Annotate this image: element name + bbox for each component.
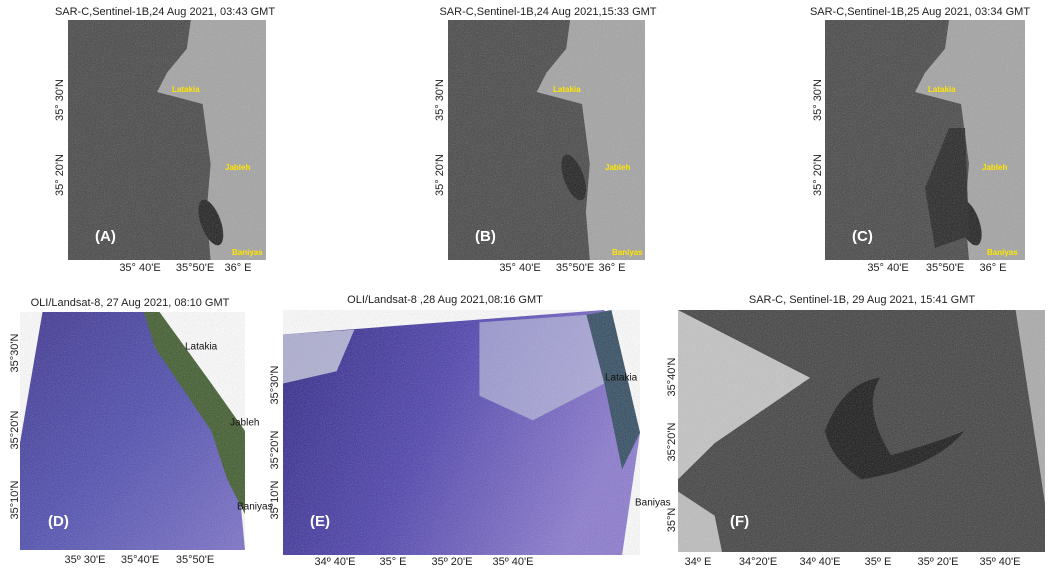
y-tick-label: 35° 30'N	[812, 79, 824, 121]
panel-label: (F)	[730, 513, 749, 530]
x-tick-label: 35°50'E	[176, 262, 214, 274]
x-tick-label: 35° 40'E	[119, 262, 160, 274]
y-tick-label: 35°10'N	[9, 480, 21, 519]
x-tick-label: 35º 20'E	[432, 556, 473, 568]
panel-label: (E)	[310, 513, 330, 530]
figure: SAR-C,Sentinel-1B,24 Aug 2021, 03:43 GMT…	[0, 0, 1056, 569]
y-tick-label: 35°N	[666, 508, 678, 533]
x-tick-label: 35°40'E	[121, 554, 159, 566]
place-name: Baniyas	[232, 248, 263, 257]
x-tick-label: 35º 40'E	[493, 556, 534, 568]
panel-label: (A)	[95, 228, 116, 245]
panel-label: (B)	[475, 228, 496, 245]
x-tick-label: 36° E	[979, 262, 1006, 274]
place-name: Latakia	[605, 373, 638, 384]
y-tick-label: 35° 20'N	[54, 154, 66, 196]
y-tick-label: 35° 30'N	[54, 79, 66, 121]
x-tick-label: 35° 40'E	[867, 262, 908, 274]
image-panel	[283, 310, 640, 555]
place-name: Baniyas	[635, 498, 671, 509]
y-tick-label: 35° 20'N	[434, 154, 446, 196]
x-tick-label: 35º 30'E	[65, 554, 106, 566]
y-tick-label: 35°40'N	[666, 357, 678, 396]
image-panel	[825, 20, 1025, 260]
x-tick-label: 35°50'E	[926, 262, 964, 274]
place-name: Jableh	[225, 163, 250, 172]
x-tick-label: 35° 40'E	[499, 262, 540, 274]
place-name: Latakia	[172, 85, 200, 94]
y-tick-label: 35°30'N	[269, 365, 281, 404]
y-tick-label: 35°20'N	[269, 430, 281, 469]
x-tick-label: 34°20'E	[739, 556, 777, 568]
x-tick-label: 35°50'E	[556, 262, 594, 274]
panel-title: OLI/Landsat-8 ,28 Aug 2021,08:16 GMT	[347, 294, 543, 306]
panel-title: SAR-C, Sentinel-1B, 29 Aug 2021, 15:41 G…	[749, 294, 976, 306]
place-name: Latakia	[553, 85, 581, 94]
image-panel	[448, 20, 645, 260]
panel-label: (C)	[852, 228, 873, 245]
place-name: Baniyas	[237, 502, 273, 513]
x-tick-label: 36° E	[598, 262, 625, 274]
x-tick-label: 34º E	[685, 556, 712, 568]
y-tick-label: 35°20'N	[9, 410, 21, 449]
y-tick-label: 35°20'N	[666, 422, 678, 461]
place-name: Jableh	[605, 163, 630, 172]
place-name: Latakia	[185, 342, 218, 353]
panel-label: (D)	[48, 513, 69, 530]
panel-title: SAR-C,Sentinel-1B,25 Aug 2021, 03:34 GMT	[810, 6, 1030, 18]
x-tick-label: 34º 40'E	[315, 556, 356, 568]
x-tick-label: 34º 40'E	[800, 556, 841, 568]
place-name: Baniyas	[987, 248, 1018, 257]
texture	[448, 20, 645, 260]
texture	[825, 20, 1025, 260]
x-tick-label: 35º 40'E	[980, 556, 1021, 568]
x-tick-label: 35°50'E	[176, 554, 214, 566]
place-name: Jableh	[982, 163, 1007, 172]
place-name: Latakia	[928, 85, 956, 94]
y-tick-label: 35° 20'N	[812, 154, 824, 196]
panel-title: SAR-C,Sentinel-1B,24 Aug 2021, 03:43 GMT	[55, 6, 275, 18]
y-tick-label: 35°10'N	[269, 480, 281, 519]
image-panel	[68, 20, 266, 260]
panel-title: OLI/Landsat-8, 27 Aug 2021, 08:10 GMT	[31, 297, 230, 309]
x-tick-label: 35º E	[865, 556, 892, 568]
y-tick-label: 35°30'N	[9, 333, 21, 372]
x-tick-label: 35º 20'E	[918, 556, 959, 568]
panel-title: SAR-C,Sentinel-1B,24 Aug 2021,15:33 GMT	[439, 6, 656, 18]
place-name: Baniyas	[612, 248, 643, 257]
place-name: Jableh	[230, 418, 259, 429]
texture	[283, 310, 640, 555]
y-tick-label: 35° 30'N	[434, 79, 446, 121]
x-tick-label: 35° E	[379, 556, 406, 568]
texture	[68, 20, 266, 260]
x-tick-label: 36° E	[224, 262, 251, 274]
